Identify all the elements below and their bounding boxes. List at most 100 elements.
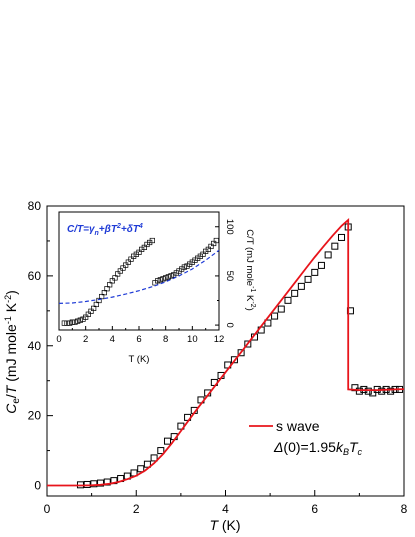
inset-data-point — [157, 277, 163, 283]
main-model-line — [47, 218, 405, 487]
inset-data-point — [181, 264, 187, 270]
main-x-tick-label: 2 — [133, 502, 140, 516]
inset-data-point — [109, 278, 115, 284]
inset-data-point — [67, 320, 73, 326]
inset-x-tick-label: 4 — [110, 334, 115, 345]
inset-data-point — [208, 243, 214, 250]
inset-data-point — [107, 282, 113, 288]
main-data-point — [264, 319, 272, 327]
inset-data-point — [104, 286, 110, 292]
inset-x-tick-label: 10 — [187, 334, 198, 345]
inset-data-point — [165, 274, 171, 280]
inset-data-point — [69, 319, 75, 325]
inset-data-marks — [58, 237, 220, 326]
inset-x-tick-label: 8 — [163, 334, 168, 345]
main-y-tick-label: 60 — [28, 269, 42, 283]
inset-data-point — [61, 320, 67, 326]
main-y-tick-label: 20 — [28, 409, 42, 423]
main-data-point — [291, 289, 299, 297]
inset-x-tick-label: 6 — [136, 334, 141, 345]
inset-data-point — [77, 317, 83, 323]
inset-data-point — [64, 320, 70, 326]
inset-data-point — [149, 237, 155, 244]
inset-frame — [58, 211, 220, 331]
main-data-point — [150, 454, 158, 462]
inset-x-tick-label: 2 — [83, 334, 88, 345]
inset-data-point — [112, 275, 118, 281]
main-data-point — [297, 282, 305, 290]
inset-data-point — [85, 311, 91, 317]
inset-data-point — [75, 318, 81, 324]
inset-fit-equation: C/T=γn+βT2+δT4 — [67, 223, 143, 237]
main-data-point — [271, 312, 279, 320]
inset-x-tick-label: 0 — [56, 334, 61, 345]
main-data-point — [244, 340, 252, 348]
main-x-tick-label: 8 — [401, 502, 408, 516]
main-data-point — [378, 387, 386, 395]
main-data-point — [284, 296, 292, 304]
main-data-point — [387, 387, 395, 395]
main-data-point — [317, 261, 325, 269]
main-data-point — [237, 349, 245, 357]
inset-data-point — [72, 319, 78, 325]
main-y-tick-label: 0 — [34, 479, 41, 493]
inset-y-axis-title: C/T (mJ mole-1 K-2) — [244, 229, 256, 310]
inset-data-point — [120, 265, 126, 271]
main-data-point — [137, 465, 145, 473]
inset-data-point — [136, 249, 142, 255]
inset-y-tick-label: 100 — [224, 219, 235, 235]
main-data-point — [331, 242, 339, 250]
inset-data-point — [200, 251, 206, 257]
inset-data-point — [96, 297, 102, 304]
main-data-point — [277, 305, 285, 313]
inset-data-point — [125, 259, 131, 265]
main-y-axis-title: Ce/T (mJ mole-1 K-2) — [3, 290, 22, 414]
main-data-point — [90, 480, 98, 488]
main-data-point — [143, 460, 151, 468]
inset-y-tick-label: 0 — [224, 322, 235, 327]
main-data-point — [103, 478, 111, 486]
main-x-axis-title: T (K) — [209, 517, 240, 533]
inset-x-axis-title: T (K) — [129, 354, 150, 365]
legend-swave-label: s wave — [276, 418, 320, 434]
main-data-point — [355, 387, 363, 395]
inset-data-point — [123, 262, 129, 268]
inset-data-point — [128, 256, 134, 262]
inset-data-point — [213, 237, 219, 244]
main-y-tick-label: 40 — [28, 339, 42, 353]
inset-data-point — [155, 278, 161, 284]
inset-fit-line — [58, 249, 220, 304]
main-x-tick-label: 0 — [44, 502, 51, 516]
main-data-point — [304, 275, 312, 283]
main-y-tick-label: 80 — [28, 199, 42, 213]
main-data-point — [157, 447, 165, 455]
inset-data-point — [163, 275, 169, 281]
main-x-tick-label: 6 — [311, 502, 318, 516]
inset-data-point — [93, 301, 99, 308]
main-data-point — [163, 437, 171, 445]
inset-data-point — [101, 290, 107, 296]
inset-data-point — [88, 308, 94, 314]
inset-data-point — [141, 244, 147, 250]
inset-y-tick-label: 50 — [224, 271, 235, 282]
inset-data-point — [205, 246, 211, 252]
main-x-tick-label: 4 — [222, 502, 229, 516]
inset-axis-ticks: 0 2 4 6 8 10 12 0 50 100 — [56, 219, 235, 345]
legend-gap-label: Δ(0)=1.95kBTc — [273, 439, 363, 457]
inset-data-point — [160, 276, 166, 282]
main-data-point — [364, 387, 372, 395]
main-data-point — [324, 251, 332, 259]
inset-data-point — [115, 271, 121, 277]
inset-x-tick-label: 12 — [214, 334, 225, 345]
inset-data-point — [83, 314, 89, 320]
inset-data-point — [117, 268, 123, 274]
main-data-point — [311, 268, 319, 276]
main-data-point — [338, 233, 346, 241]
main-data-marks — [47, 218, 405, 489]
main-data-point — [230, 356, 238, 364]
main-data-point — [97, 479, 105, 487]
inset-data-point — [168, 273, 174, 279]
inset-data-point — [211, 240, 217, 247]
inset-data-point — [91, 305, 97, 311]
